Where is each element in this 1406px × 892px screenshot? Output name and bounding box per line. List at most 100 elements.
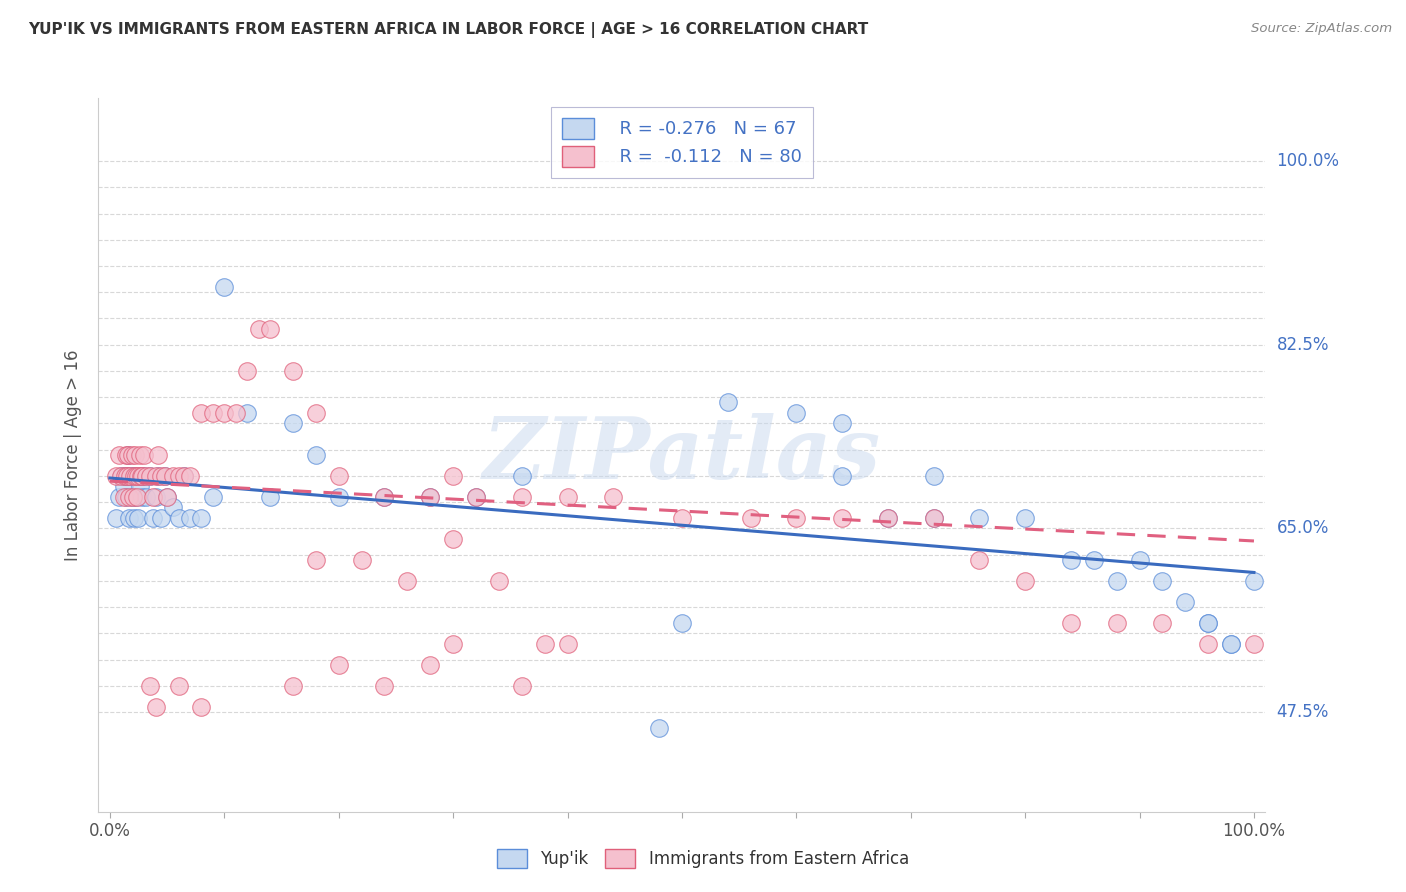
Point [350,553,373,567]
Point [1014,574,1036,588]
Point [969,511,991,525]
Point [831,469,853,483]
Point [108,490,131,504]
Point [190,699,212,714]
Point [127,469,149,483]
Point [922,511,945,525]
Point [225,406,247,420]
Point [328,657,350,672]
Text: ZIPatlas: ZIPatlas [482,413,882,497]
Point [465,490,488,504]
Point [190,406,212,420]
Point [259,490,281,504]
Point [785,406,807,420]
Point [510,490,533,504]
Point [153,469,176,483]
Point [1060,615,1083,630]
Point [373,679,395,693]
Point [1197,615,1219,630]
Point [373,490,395,504]
Point [1152,615,1174,630]
Point [396,574,419,588]
Point [465,490,488,504]
Point [139,469,162,483]
Point [110,469,132,483]
Point [876,511,898,525]
Point [112,479,135,493]
Point [129,469,152,483]
Point [127,469,149,483]
Point [305,553,328,567]
Point [441,637,464,651]
Point [146,469,169,483]
Point [122,511,145,525]
Text: YUP'IK VS IMMIGRANTS FROM EASTERN AFRICA IN LABOR FORCE | AGE > 16 CORRELATION C: YUP'IK VS IMMIGRANTS FROM EASTERN AFRICA… [28,22,869,38]
Point [128,448,150,462]
Point [1105,615,1128,630]
Point [121,469,143,483]
Point [153,469,176,483]
Point [117,448,139,462]
Point [488,574,510,588]
Point [121,490,143,504]
Point [740,511,762,525]
Point [167,679,190,693]
Point [120,469,142,483]
Point [717,395,740,409]
Point [124,448,146,462]
Point [146,448,169,462]
Legend: Yup'ik, Immigrants from Eastern Africa: Yup'ik, Immigrants from Eastern Africa [491,842,915,875]
Point [156,490,179,504]
Point [557,490,579,504]
Point [134,469,156,483]
Point [1174,595,1197,609]
Point [125,469,148,483]
Point [145,490,167,504]
Point [671,511,693,525]
Point [510,469,533,483]
Y-axis label: In Labor Force | Age > 16: In Labor Force | Age > 16 [65,349,83,561]
Point [247,322,270,336]
Text: 100.0%: 100.0% [1277,152,1340,170]
Point [533,637,555,651]
Point [201,490,224,504]
Text: 82.5%: 82.5% [1277,335,1329,354]
Point [831,511,853,525]
Point [127,490,149,504]
Point [124,469,146,483]
Point [104,511,127,525]
Point [441,469,464,483]
Point [305,406,328,420]
Point [173,469,195,483]
Point [441,532,464,546]
Point [115,469,138,483]
Point [328,469,350,483]
Point [135,490,157,504]
Point [922,469,945,483]
Point [1220,637,1243,651]
Point [145,469,167,483]
Point [259,322,281,336]
Point [1105,574,1128,588]
Point [236,364,259,378]
Point [110,469,132,483]
Point [162,469,184,483]
Point [127,511,149,525]
Point [156,490,179,504]
Point [831,417,853,431]
Point [922,511,945,525]
Point [201,406,224,420]
Point [167,511,190,525]
Point [281,417,304,431]
Point [125,490,148,504]
Point [236,406,259,420]
Point [122,469,145,483]
Point [419,490,441,504]
Point [162,500,184,515]
Point [1152,574,1174,588]
Point [602,490,624,504]
Point [969,553,991,567]
Point [167,469,190,483]
Point [328,490,350,504]
Point [281,679,304,693]
